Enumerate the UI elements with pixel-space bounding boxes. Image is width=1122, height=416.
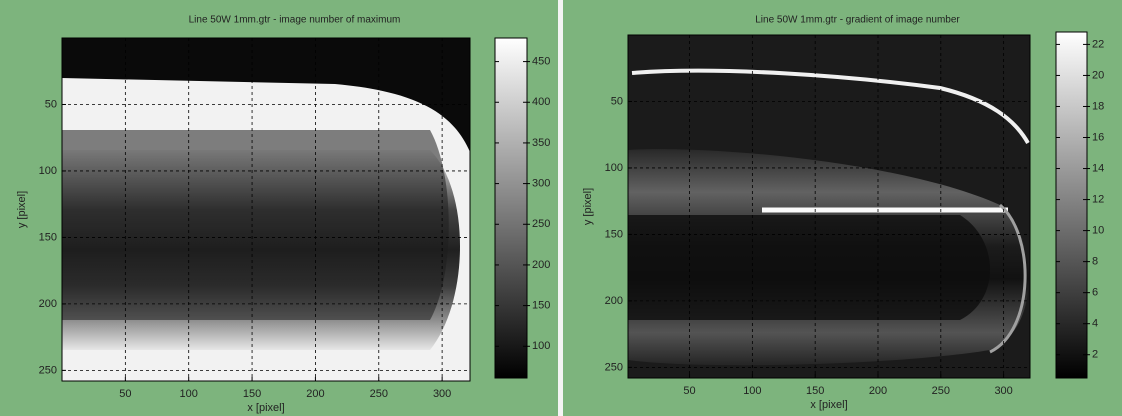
colorbar-tick-label: 300 <box>532 178 550 190</box>
colorbar-tick-label: 22 <box>1092 38 1104 50</box>
colorbar <box>1055 31 1088 379</box>
colorbar-tick-label: 400 <box>532 96 550 108</box>
y-tick-label: 200 <box>39 298 57 310</box>
y-tick-label: 200 <box>605 295 623 307</box>
colorbar-tick-label: 450 <box>532 55 550 67</box>
colorbar-tick-label: 18 <box>1092 100 1104 112</box>
x-tick-label: 200 <box>306 388 324 400</box>
y-tick-label: 250 <box>605 361 623 373</box>
x-tick-label: 150 <box>243 388 261 400</box>
colorbar-tick-label: 12 <box>1092 193 1104 205</box>
colorbar-tick-label: 2 <box>1092 349 1098 361</box>
x-tick-label: 250 <box>370 388 388 400</box>
x-tick-label: 100 <box>743 385 761 397</box>
divider <box>558 0 563 416</box>
colorbar-tick-label: 20 <box>1092 69 1104 81</box>
y-axis-label: y [pixel] <box>16 191 28 228</box>
colorbar-tick-label: 350 <box>532 137 550 149</box>
colorbar-tick-label: 150 <box>532 300 550 312</box>
colorbar-tick-label: 14 <box>1092 162 1104 174</box>
colorbar-tick-label: 16 <box>1092 131 1104 143</box>
x-tick-label: 300 <box>433 388 451 400</box>
x-axis-label: x [pixel] <box>247 402 284 414</box>
x-tick-label: 300 <box>994 385 1012 397</box>
colorbar <box>494 37 528 379</box>
y-tick-label: 150 <box>605 228 623 240</box>
y-axis-label: y [pixel] <box>582 188 594 225</box>
colorbar-tick-label: 250 <box>532 218 550 230</box>
x-tick-label: 250 <box>932 385 950 397</box>
image-right <box>628 35 1030 378</box>
x-axis-label: x [pixel] <box>810 399 847 411</box>
y-tick-label: 250 <box>39 364 57 376</box>
y-tick-label: 100 <box>605 162 623 174</box>
y-tick-label: 50 <box>45 98 57 110</box>
plot-frame <box>61 37 471 382</box>
x-tick-label: 50 <box>683 385 695 397</box>
colorbar-tick-label: 6 <box>1092 287 1098 299</box>
x-tick-label: 100 <box>180 388 198 400</box>
colorbar-tick-label: 4 <box>1092 318 1098 330</box>
y-tick-label: 150 <box>39 231 57 243</box>
colorbar-tick-label: 8 <box>1092 256 1098 268</box>
plot-frame <box>627 34 1031 379</box>
x-tick-label: 150 <box>806 385 824 397</box>
colorbar-tick-label: 200 <box>532 259 550 271</box>
colorbar-tick-label: 10 <box>1092 225 1104 237</box>
x-tick-label: 200 <box>869 385 887 397</box>
y-tick-label: 100 <box>39 165 57 177</box>
chart-title: Line 50W 1mm.gtr - gradient of image num… <box>755 15 960 26</box>
image-left <box>62 38 470 381</box>
y-tick-label: 50 <box>611 95 623 107</box>
chart-title: Line 50W 1mm.gtr - image number of maxim… <box>189 15 401 26</box>
x-tick-label: 50 <box>119 388 131 400</box>
colorbar-tick-label: 100 <box>532 340 550 352</box>
